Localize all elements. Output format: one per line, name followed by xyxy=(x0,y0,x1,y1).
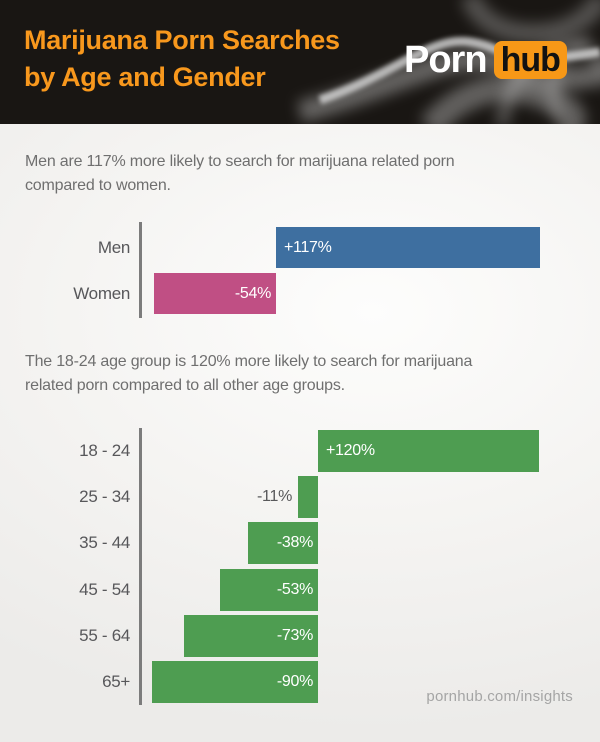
footer-url: pornhub.com/insights xyxy=(426,688,573,705)
category-label: 55 - 64 xyxy=(79,626,130,645)
title-line-1: Marijuana Porn Searches xyxy=(24,25,340,55)
bar-55-64 xyxy=(184,615,318,657)
value-label: -73% xyxy=(276,627,313,644)
value-label: -54% xyxy=(234,285,271,302)
intro-age-text: The 18-24 age group is 120% more likely … xyxy=(25,350,472,398)
bar-men xyxy=(276,227,540,268)
value-label: -38% xyxy=(276,534,313,551)
category-label: Men xyxy=(97,238,130,257)
category-label: 25 - 34 xyxy=(79,487,130,506)
category-label: 35 - 44 xyxy=(79,533,130,552)
category-label: 18 - 24 xyxy=(79,441,130,460)
value-label: +120% xyxy=(326,442,375,459)
bar-35-44 xyxy=(248,522,318,564)
bar-45-54 xyxy=(220,569,318,611)
title-line-2: by Age and Gender xyxy=(24,62,266,92)
bar-65+ xyxy=(152,661,318,703)
category-label: Women xyxy=(73,284,130,303)
bar-18-24 xyxy=(318,430,539,472)
bar-women xyxy=(154,273,276,314)
value-label: -11% xyxy=(257,488,292,505)
y-axis-line xyxy=(139,222,142,318)
intro-age-line-1: The 18-24 age group is 120% more likely … xyxy=(25,353,473,370)
header: Marijuana Porn Searches by Age and Gende… xyxy=(0,0,600,124)
category-label: 45 - 54 xyxy=(79,580,130,599)
intro-gender-line-1: Men are 117% more likely to search for m… xyxy=(25,153,455,170)
page-title: Marijuana Porn Searches by Age and Gende… xyxy=(24,22,340,96)
value-label: -90% xyxy=(276,673,313,690)
value-label: +117% xyxy=(284,239,332,256)
value-label: -53% xyxy=(276,581,313,598)
intro-age-line-2: related porn compared to all other age g… xyxy=(25,377,345,394)
intro-gender-text: Men are 117% more likely to search for m… xyxy=(25,150,455,198)
intro-gender-line-2: compared to women. xyxy=(25,177,171,194)
category-label: 65+ xyxy=(102,672,130,691)
logo-hub-badge: hub xyxy=(493,41,567,79)
smoke-decoration xyxy=(297,0,600,124)
bar-25-34 xyxy=(298,476,318,518)
logo-porn-text: Porn xyxy=(404,39,488,81)
pornhub-logo: Porn hub xyxy=(404,40,567,80)
y-axis-line xyxy=(139,428,142,705)
